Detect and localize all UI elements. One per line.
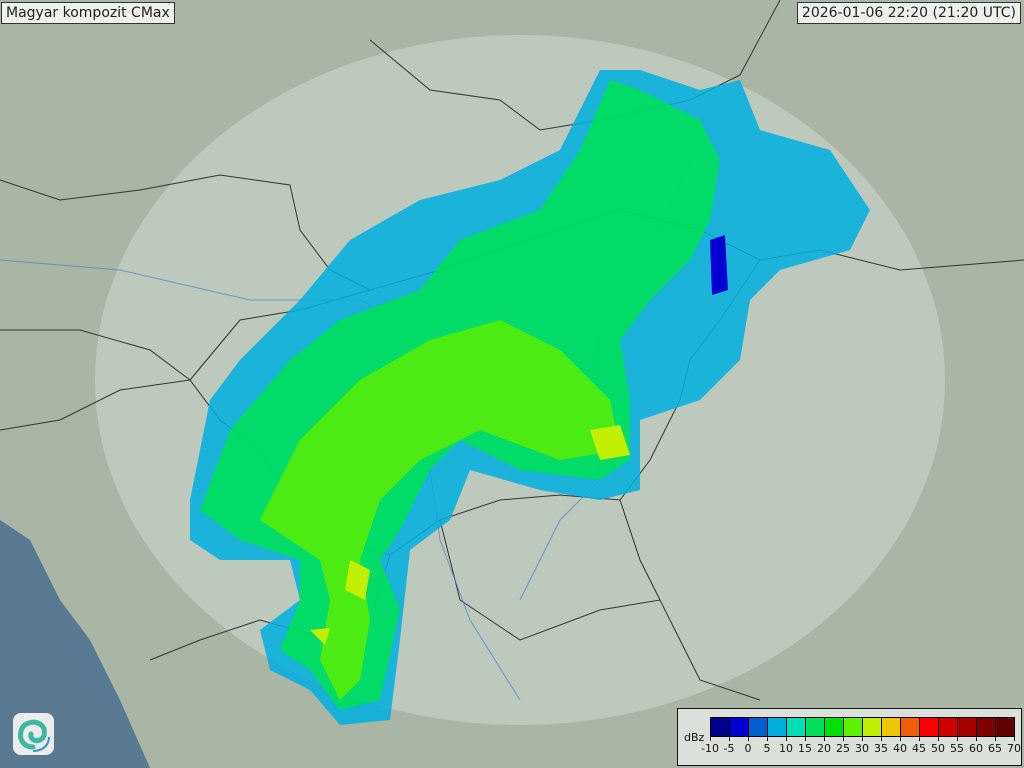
legend-tick — [729, 736, 730, 741]
legend-tick-label: 45 — [912, 742, 926, 755]
legend-tick-label: 65 — [988, 742, 1002, 755]
legend-tick-label: 25 — [836, 742, 850, 755]
legend-tick-label: 0 — [744, 742, 752, 755]
legend-tick — [862, 736, 863, 741]
legend-tick — [919, 736, 920, 741]
legend-swatch — [825, 718, 844, 736]
legend-tick — [767, 736, 768, 741]
legend-tick-label: 35 — [874, 742, 888, 755]
echo-25 — [260, 320, 620, 700]
legend-tick-label: 30 — [855, 742, 869, 755]
legend-swatch — [920, 718, 939, 736]
product-title: Magyar kompozit CMax — [1, 2, 175, 24]
legend-tick — [1014, 736, 1015, 741]
legend-swatch — [882, 718, 901, 736]
legend-tick-label: 20 — [817, 742, 831, 755]
legend-tick — [881, 736, 882, 741]
legend-swatch — [901, 718, 920, 736]
echo-30 — [310, 425, 630, 645]
radar-echoes — [190, 70, 870, 725]
legend-tick — [786, 736, 787, 741]
legend-tick-label: 10 — [779, 742, 793, 755]
legend-unit: dBz — [684, 731, 705, 744]
sea-adriatic — [0, 520, 150, 768]
legend-tick-label: 5 — [763, 742, 771, 755]
dbz-color-legend: dBz -10 -5 0 5 10 15 20 25 30 35 40 45 50 55 60 65 70 — [677, 708, 1022, 766]
legend-ticks: -10 -5 0 5 10 15 20 25 30 35 40 45 50 55 60 65 70 — [701, 736, 1021, 756]
legend-swatch — [711, 718, 730, 736]
legend-tick-label: 40 — [893, 742, 907, 755]
echo-low-edge — [710, 235, 728, 295]
legend-swatch — [977, 718, 996, 736]
legend-tick — [957, 736, 958, 741]
legend-swatch — [749, 718, 768, 736]
legend-tick-label: 55 — [950, 742, 964, 755]
legend-swatch — [787, 718, 806, 736]
legend-tick — [976, 736, 977, 741]
legend-tick — [824, 736, 825, 741]
legend-swatch — [730, 718, 749, 736]
swirl-logo-icon — [13, 713, 54, 755]
legend-swatch — [806, 718, 825, 736]
legend-swatch — [844, 718, 863, 736]
timestamp: 2026-01-06 22:20 (21:20 UTC) — [796, 2, 1021, 24]
legend-tick-label: 50 — [931, 742, 945, 755]
legend-tick-label: 15 — [798, 742, 812, 755]
legend-tick — [938, 736, 939, 741]
legend-tick-label: -10 — [701, 742, 719, 755]
legend-swatch — [863, 718, 882, 736]
legend-tick — [748, 736, 749, 741]
legend-swatch — [958, 718, 977, 736]
legend-color-bar — [710, 717, 1015, 737]
legend-tick-label: 60 — [969, 742, 983, 755]
legend-tick — [805, 736, 806, 741]
legend-tick — [843, 736, 844, 741]
legend-tick-label: -5 — [723, 742, 735, 755]
legend-swatch — [768, 718, 787, 736]
legend-tick — [710, 736, 711, 741]
legend-tick — [900, 736, 901, 741]
legend-swatch — [996, 718, 1014, 736]
legend-tick — [995, 736, 996, 741]
legend-swatch — [939, 718, 958, 736]
legend-tick-label: 70 — [1007, 742, 1021, 755]
